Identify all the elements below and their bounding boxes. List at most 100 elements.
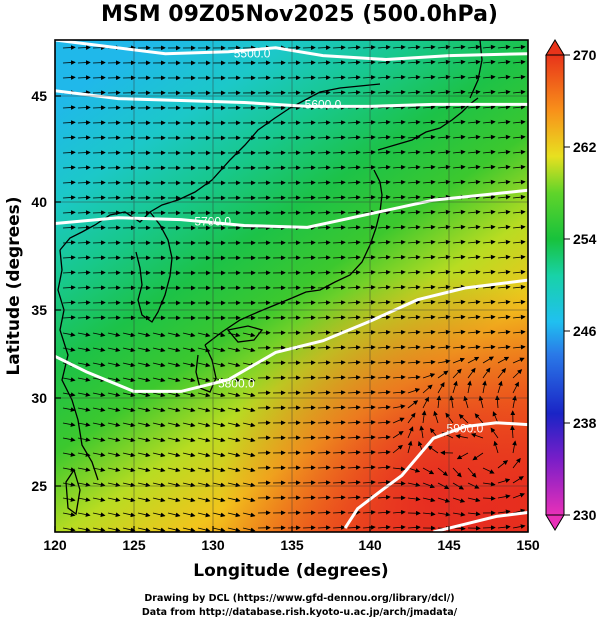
- wind-arrow: [167, 377, 181, 383]
- wind-arrow: [422, 134, 436, 140]
- wind-arrow: [302, 390, 316, 396]
- wind-arrow: [332, 390, 346, 395]
- wind-arrow: [437, 269, 451, 275]
- wind-arrow: [182, 392, 196, 398]
- wind-arrow: [512, 314, 526, 320]
- wind-arrow: [302, 75, 316, 81]
- wind-arrow: [452, 380, 458, 394]
- wind-arrow: [317, 345, 331, 350]
- wind-arrow: [512, 254, 526, 260]
- wind-arrow: [362, 75, 376, 80]
- wind-arrow: [332, 270, 346, 275]
- contour-label: 5500.0: [234, 47, 271, 61]
- wind-arrow: [227, 527, 241, 532]
- wind-arrow: [422, 314, 436, 320]
- wind-arrow: [422, 74, 436, 80]
- wind-arrow: [452, 467, 462, 478]
- wind-arrow: [392, 164, 406, 170]
- wind-arrow: [152, 362, 166, 368]
- wind-arrow: [137, 377, 151, 383]
- wind-arrow: [332, 150, 346, 155]
- wind-arrow: [407, 482, 421, 488]
- wind-arrow: [482, 329, 496, 335]
- wind-arrow: [422, 59, 436, 65]
- wind-arrow: [212, 362, 226, 368]
- wind-arrow: [122, 392, 136, 398]
- wind-arrow: [137, 407, 151, 413]
- wind-arrow: [347, 240, 361, 245]
- wind-arrow: [92, 422, 106, 428]
- coastline-sakhalin: [469, 40, 483, 99]
- wind-arrow: [77, 347, 91, 352]
- wind-arrow: [512, 508, 526, 514]
- wind-arrow: [392, 344, 406, 350]
- wind-arrow: [512, 209, 526, 215]
- y-tick-label: 40: [31, 194, 47, 210]
- wind-arrow: [137, 362, 151, 368]
- wind-arrow: [422, 224, 436, 230]
- wind-arrow: [377, 194, 391, 200]
- wind-arrow: [407, 89, 421, 95]
- wind-arrow: [467, 224, 481, 230]
- wind-arrow: [62, 270, 76, 275]
- wind-arrow: [167, 437, 181, 443]
- wind-arrow: [422, 344, 436, 350]
- wind-arrow: [77, 75, 91, 80]
- credits: Drawing by DCL (https://www.gfd-dennou.o…: [0, 592, 599, 620]
- wind-arrow: [377, 344, 391, 350]
- wind-arrow: [347, 180, 361, 185]
- wind-arrow: [347, 390, 361, 395]
- wind-arrow: [77, 377, 91, 382]
- wind-arrow: [422, 254, 436, 260]
- wind-arrow: [62, 407, 76, 412]
- wind-arrow: [437, 382, 445, 394]
- wind-arrow: [392, 119, 406, 125]
- coastline-honshu: [204, 169, 383, 346]
- wind-arrow: [452, 104, 466, 110]
- wind-arrow: [437, 254, 451, 260]
- wind-arrow: [62, 60, 76, 65]
- wind-arrow: [77, 512, 91, 517]
- wind-arrow: [332, 375, 346, 380]
- wind-arrow: [422, 482, 435, 489]
- wind-arrow: [212, 392, 226, 398]
- wind-arrow: [482, 314, 496, 320]
- wind-arrow: [362, 435, 376, 440]
- wind-arrow: [62, 240, 76, 245]
- wind-arrow: [392, 404, 406, 409]
- wind-arrow: [122, 362, 136, 368]
- wind-arrow: [332, 180, 346, 185]
- wind-arrow: [152, 482, 166, 488]
- wind-arrow: [302, 450, 316, 456]
- wind-arrow: [242, 377, 256, 383]
- wind-arrow: [512, 224, 526, 230]
- wind-arrow: [182, 512, 196, 518]
- wind-arrow: [437, 239, 451, 245]
- wind-arrow: [197, 392, 211, 398]
- wind-arrow: [452, 269, 466, 275]
- wind-arrow: [92, 347, 106, 353]
- wind-arrow: [482, 89, 496, 95]
- wind-arrow: [407, 359, 421, 365]
- wind-arrow: [482, 209, 496, 215]
- wind-arrow: [482, 254, 496, 260]
- wind-arrow: [497, 254, 511, 260]
- wind-arrow: [152, 497, 166, 503]
- wind-arrow: [377, 389, 391, 395]
- wind-arrow: [490, 427, 499, 439]
- wind-arrow: [422, 149, 436, 155]
- wind-arrow: [77, 362, 91, 367]
- wind-arrow: [332, 345, 346, 350]
- wind-arrow: [362, 480, 376, 485]
- wind-arrow: [392, 59, 406, 65]
- wind-arrow: [92, 90, 106, 96]
- wind-arrow: [227, 362, 241, 368]
- wind-arrow: [437, 344, 451, 350]
- wind-arrow: [227, 422, 241, 428]
- wind-arrow: [62, 120, 76, 125]
- wind-arrow: [497, 314, 511, 320]
- wind-arrow: [317, 285, 331, 290]
- wind-arrow: [92, 392, 106, 398]
- wind-arrow: [332, 510, 346, 515]
- wind-arrow: [302, 495, 316, 501]
